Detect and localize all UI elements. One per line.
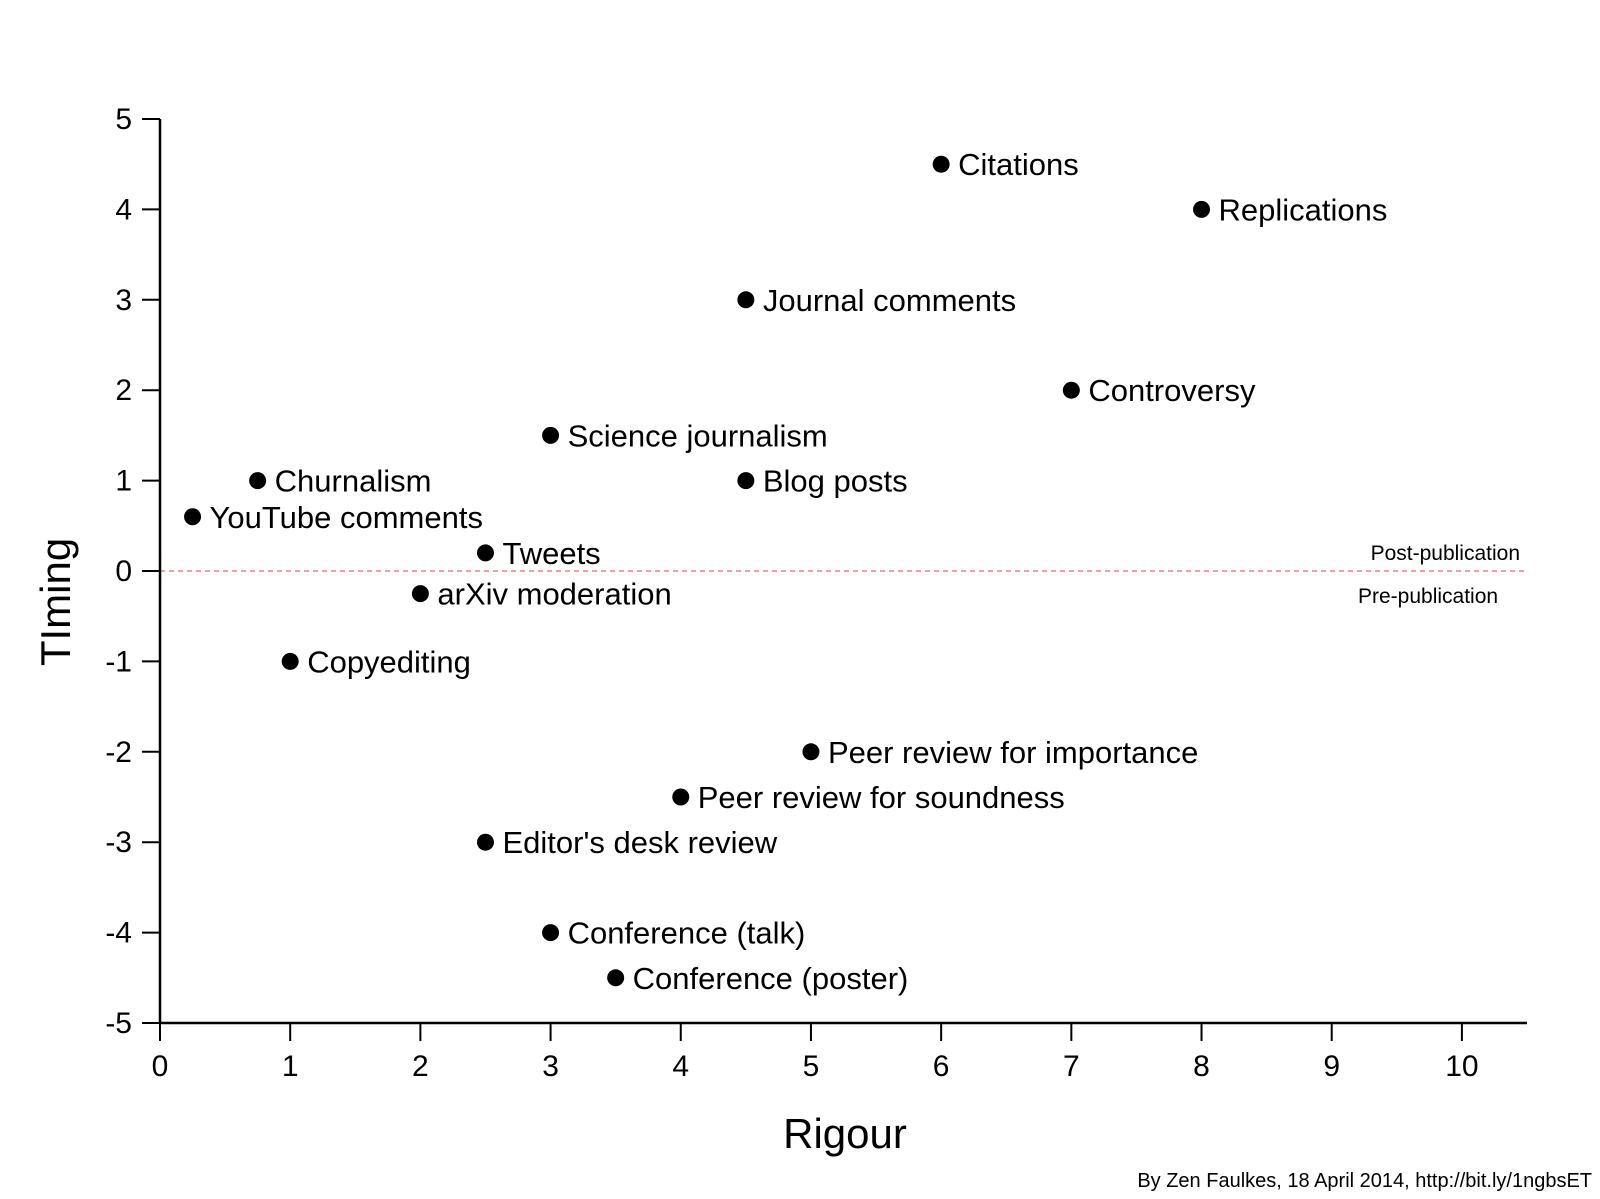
x-tick-label: 3 <box>542 1050 559 1083</box>
data-point <box>802 743 820 761</box>
data-point-label: Citations <box>958 147 1079 182</box>
x-tick-label: 1 <box>282 1050 299 1083</box>
x-ticks: 0 1 2 3 4 5 6 7 8 9 10 <box>152 1023 1479 1083</box>
y-tick-label: -3 <box>105 826 132 859</box>
x-tick-label: 4 <box>672 1050 689 1083</box>
data-point <box>932 155 950 173</box>
data-point-label: Conference (poster) <box>633 961 909 996</box>
y-axis-title: TIming <box>32 538 79 666</box>
data-point-label: YouTube comments <box>210 500 483 535</box>
y-tick-label: 0 <box>115 555 132 588</box>
data-point-label: Editor's desk review <box>502 825 777 860</box>
x-tick-label: 8 <box>1193 1050 1210 1083</box>
x-tick-label: 5 <box>803 1050 820 1083</box>
data-point-label: Science journalism <box>568 418 828 453</box>
data-points: Citations Replications Journal comments Con… <box>184 147 1387 996</box>
data-point <box>542 924 560 942</box>
x-tick-label: 9 <box>1323 1050 1340 1083</box>
data-point <box>737 472 755 490</box>
y-tick-label: 1 <box>115 465 132 498</box>
y-tick-label: -2 <box>105 736 132 769</box>
x-tick-label: 6 <box>933 1050 950 1083</box>
data-point-label: Copyediting <box>307 644 471 679</box>
y-tick-label: 3 <box>115 284 132 317</box>
data-point-label: Conference (talk) <box>568 916 806 951</box>
data-point <box>411 585 429 603</box>
data-point <box>476 544 494 562</box>
data-point <box>1062 381 1080 399</box>
data-point <box>1193 200 1211 218</box>
data-point-label: arXiv moderation <box>437 577 671 612</box>
x-tick-label: 10 <box>1445 1050 1478 1083</box>
x-tick-label: 2 <box>412 1050 429 1083</box>
y-tick-label: 2 <box>115 374 132 407</box>
y-tick-label: -5 <box>105 1007 132 1040</box>
data-point <box>281 652 299 670</box>
data-point <box>737 291 755 309</box>
data-point <box>249 472 267 490</box>
y-ticks: 5 4 3 2 1 0 -1 -2 -3 -4 -5 <box>105 103 160 1040</box>
data-point-label: Blog posts <box>763 464 908 499</box>
y-tick-label: 4 <box>115 193 132 226</box>
x-axis-title: Rigour <box>783 1110 907 1157</box>
y-tick-label: 5 <box>115 103 132 136</box>
data-point-label: Tweets <box>502 536 600 571</box>
data-point <box>542 426 560 444</box>
post-publication-label: Post-publication <box>1371 542 1520 565</box>
y-tick-label: -1 <box>105 645 132 678</box>
data-point-label: Peer review for importance <box>828 735 1198 770</box>
data-point-label: Journal comments <box>763 283 1016 318</box>
data-point <box>476 833 494 851</box>
x-tick-label: 0 <box>152 1050 169 1083</box>
data-point-label: Churnalism <box>275 464 432 499</box>
pre-publication-label: Pre-publication <box>1358 585 1498 608</box>
data-point <box>607 969 625 987</box>
data-point-label: Controversy <box>1088 373 1256 408</box>
data-point <box>184 508 202 526</box>
x-tick-label: 7 <box>1063 1050 1080 1083</box>
credit-text: By Zen Faulkes, 18 April 2014, http://bi… <box>1137 1170 1592 1192</box>
data-point-label: Peer review for soundness <box>698 780 1065 815</box>
data-point-label: Replications <box>1219 192 1388 227</box>
y-tick-label: -4 <box>105 917 132 950</box>
data-point <box>672 788 690 806</box>
